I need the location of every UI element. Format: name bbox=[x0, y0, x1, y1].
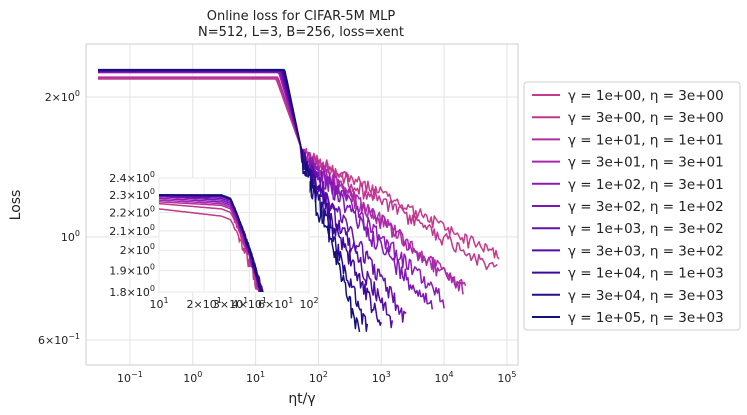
chart-subtitle: N=512, L=3, B=256, loss=xent bbox=[198, 25, 404, 40]
main-x-tick-label: 101 bbox=[246, 370, 265, 385]
main-x-tick-label: 103 bbox=[372, 370, 391, 385]
inset-series-line bbox=[159, 194, 264, 292]
inset-x-tick-label: 3×101 bbox=[213, 296, 248, 311]
chart-title: Online loss for CIFAR-5M MLP bbox=[207, 9, 396, 24]
main-y-tick-label: 6×10−1 bbox=[38, 332, 80, 347]
legend-label: γ = 1e+02, η = 3e+01 bbox=[568, 177, 724, 193]
inset-x-tick-label: 4×101 bbox=[232, 296, 267, 311]
inset-series-group bbox=[159, 194, 265, 292]
legend-label: γ = 3e+01, η = 3e+01 bbox=[568, 155, 724, 171]
main-x-tick-label: 10−1 bbox=[117, 370, 143, 385]
inset-y-tick-label: 2.4×100 bbox=[109, 170, 155, 185]
inset-y-tick-label: 2.3×100 bbox=[109, 187, 155, 202]
legend-label: γ = 1e+05, η = 3e+03 bbox=[568, 310, 724, 326]
legend: γ = 1e+00, η = 3e+00 γ = 3e+00, η = 3e+00… bbox=[532, 88, 724, 326]
inset-x-tick-label: 6×101 bbox=[258, 296, 293, 311]
legend-label: γ = 1e+04, η = 1e+03 bbox=[568, 266, 724, 282]
legend-box bbox=[523, 81, 741, 331]
legend-label: γ = 1e+03, η = 3e+02 bbox=[568, 221, 724, 237]
inset-series-line bbox=[159, 199, 264, 292]
legend-label: γ = 3e+02, η = 1e+02 bbox=[568, 199, 724, 215]
main-x-tick-label: 100 bbox=[183, 370, 202, 385]
inset-x-tick-label: 102 bbox=[299, 296, 318, 311]
inset-series-clip bbox=[159, 194, 265, 292]
inset-y-tick-label: 1.8×100 bbox=[109, 284, 155, 299]
inset-series-line bbox=[159, 208, 262, 292]
inset-x-tick-label: 2×101 bbox=[186, 296, 221, 311]
inset-series-line bbox=[159, 194, 264, 292]
legend-label: γ = 1e+00, η = 3e+00 bbox=[568, 88, 724, 104]
legend-label: γ = 3e+04, η = 3e+03 bbox=[568, 288, 724, 304]
y-axis-label: Loss bbox=[8, 190, 24, 221]
inset-series-line bbox=[159, 197, 265, 292]
inset-y-tick-label: 1.9×100 bbox=[109, 263, 155, 278]
main-series-line bbox=[98, 68, 361, 333]
inset-y-tick-label: 2.1×100 bbox=[109, 223, 155, 238]
main-y-tick-label: 2×100 bbox=[45, 89, 80, 104]
inset-series-line bbox=[159, 202, 261, 292]
x-axis-label: ηt/γ bbox=[288, 391, 315, 407]
legend-label: γ = 1e+01, η = 1e+01 bbox=[568, 132, 724, 148]
main-tick-labels: 10−1 100 101 102 103 104 105 6×10−1 100 2×100 bbox=[38, 89, 516, 385]
legend-label: γ = 3e+03, η = 3e+02 bbox=[568, 243, 724, 259]
main-x-tick-label: 102 bbox=[309, 370, 328, 385]
legend-label: γ = 3e+00, η = 3e+00 bbox=[568, 110, 724, 126]
inset-y-tick-label: 2×100 bbox=[120, 242, 155, 257]
main-series-group bbox=[98, 68, 500, 333]
main-y-tick-label: 100 bbox=[61, 229, 80, 244]
inset-x-tick-label: 101 bbox=[149, 296, 168, 311]
inset-y-tick-label: 2.2×100 bbox=[109, 204, 155, 219]
main-x-tick-label: 105 bbox=[497, 370, 516, 385]
main-x-tick-label: 104 bbox=[435, 370, 454, 385]
main-plot-frame bbox=[85, 43, 519, 366]
